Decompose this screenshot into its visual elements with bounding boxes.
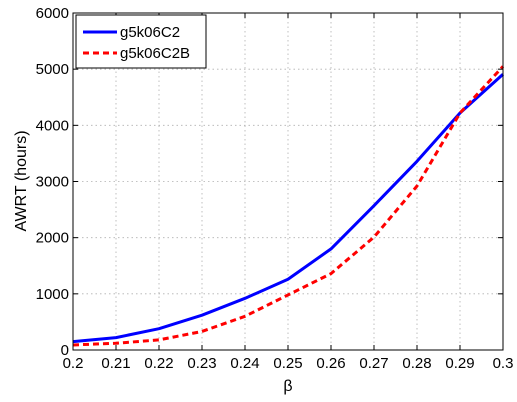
x-tick-label: 0.3 — [493, 355, 514, 372]
series-line-2 — [72, 65, 505, 347]
x-tick-labels: 0.2 0.21 0.22 0.23 0.24 0.25 0.26 0.27 0.28 0.29 0… — [63, 355, 514, 372]
series-line-1 — [72, 73, 505, 344]
x-tick-label: 0.25 — [273, 355, 302, 372]
y-tick-label: 3000 — [36, 174, 69, 191]
y-tick-label: 5000 — [36, 61, 69, 78]
x-tick-label: 0.22 — [144, 355, 173, 372]
y-tick-label: 1000 — [36, 286, 69, 303]
x-tick-label: 0.21 — [101, 355, 130, 372]
legend-label-series-1: g5k06C2 — [120, 24, 180, 41]
x-tick-label: 0.24 — [230, 355, 259, 372]
x-tick-label: 0.26 — [316, 355, 345, 372]
y-tick-label: 2000 — [36, 230, 69, 247]
y-tick-labels: 0 1000 2000 3000 4000 5000 6000 — [36, 5, 69, 359]
x-axis-label: β — [283, 378, 292, 395]
legend-label-series-2: g5k06C2B — [120, 45, 190, 62]
x-tick-label: 0.28 — [402, 355, 431, 372]
legend: g5k06C2 g5k06C2B — [75, 14, 207, 69]
y-tick-label: 6000 — [36, 5, 69, 22]
x-tick-label: 0.2 — [63, 355, 84, 372]
y-tick-label: 0 — [61, 342, 69, 359]
x-tick-label: 0.23 — [187, 355, 216, 372]
y-axis-label: AWRT (hours) — [13, 130, 30, 231]
x-tick-label: 0.29 — [445, 355, 474, 372]
x-tick-label: 0.27 — [359, 355, 388, 372]
series-layer — [72, 65, 505, 347]
y-tick-label: 4000 — [36, 117, 69, 134]
legend-box — [75, 14, 207, 69]
